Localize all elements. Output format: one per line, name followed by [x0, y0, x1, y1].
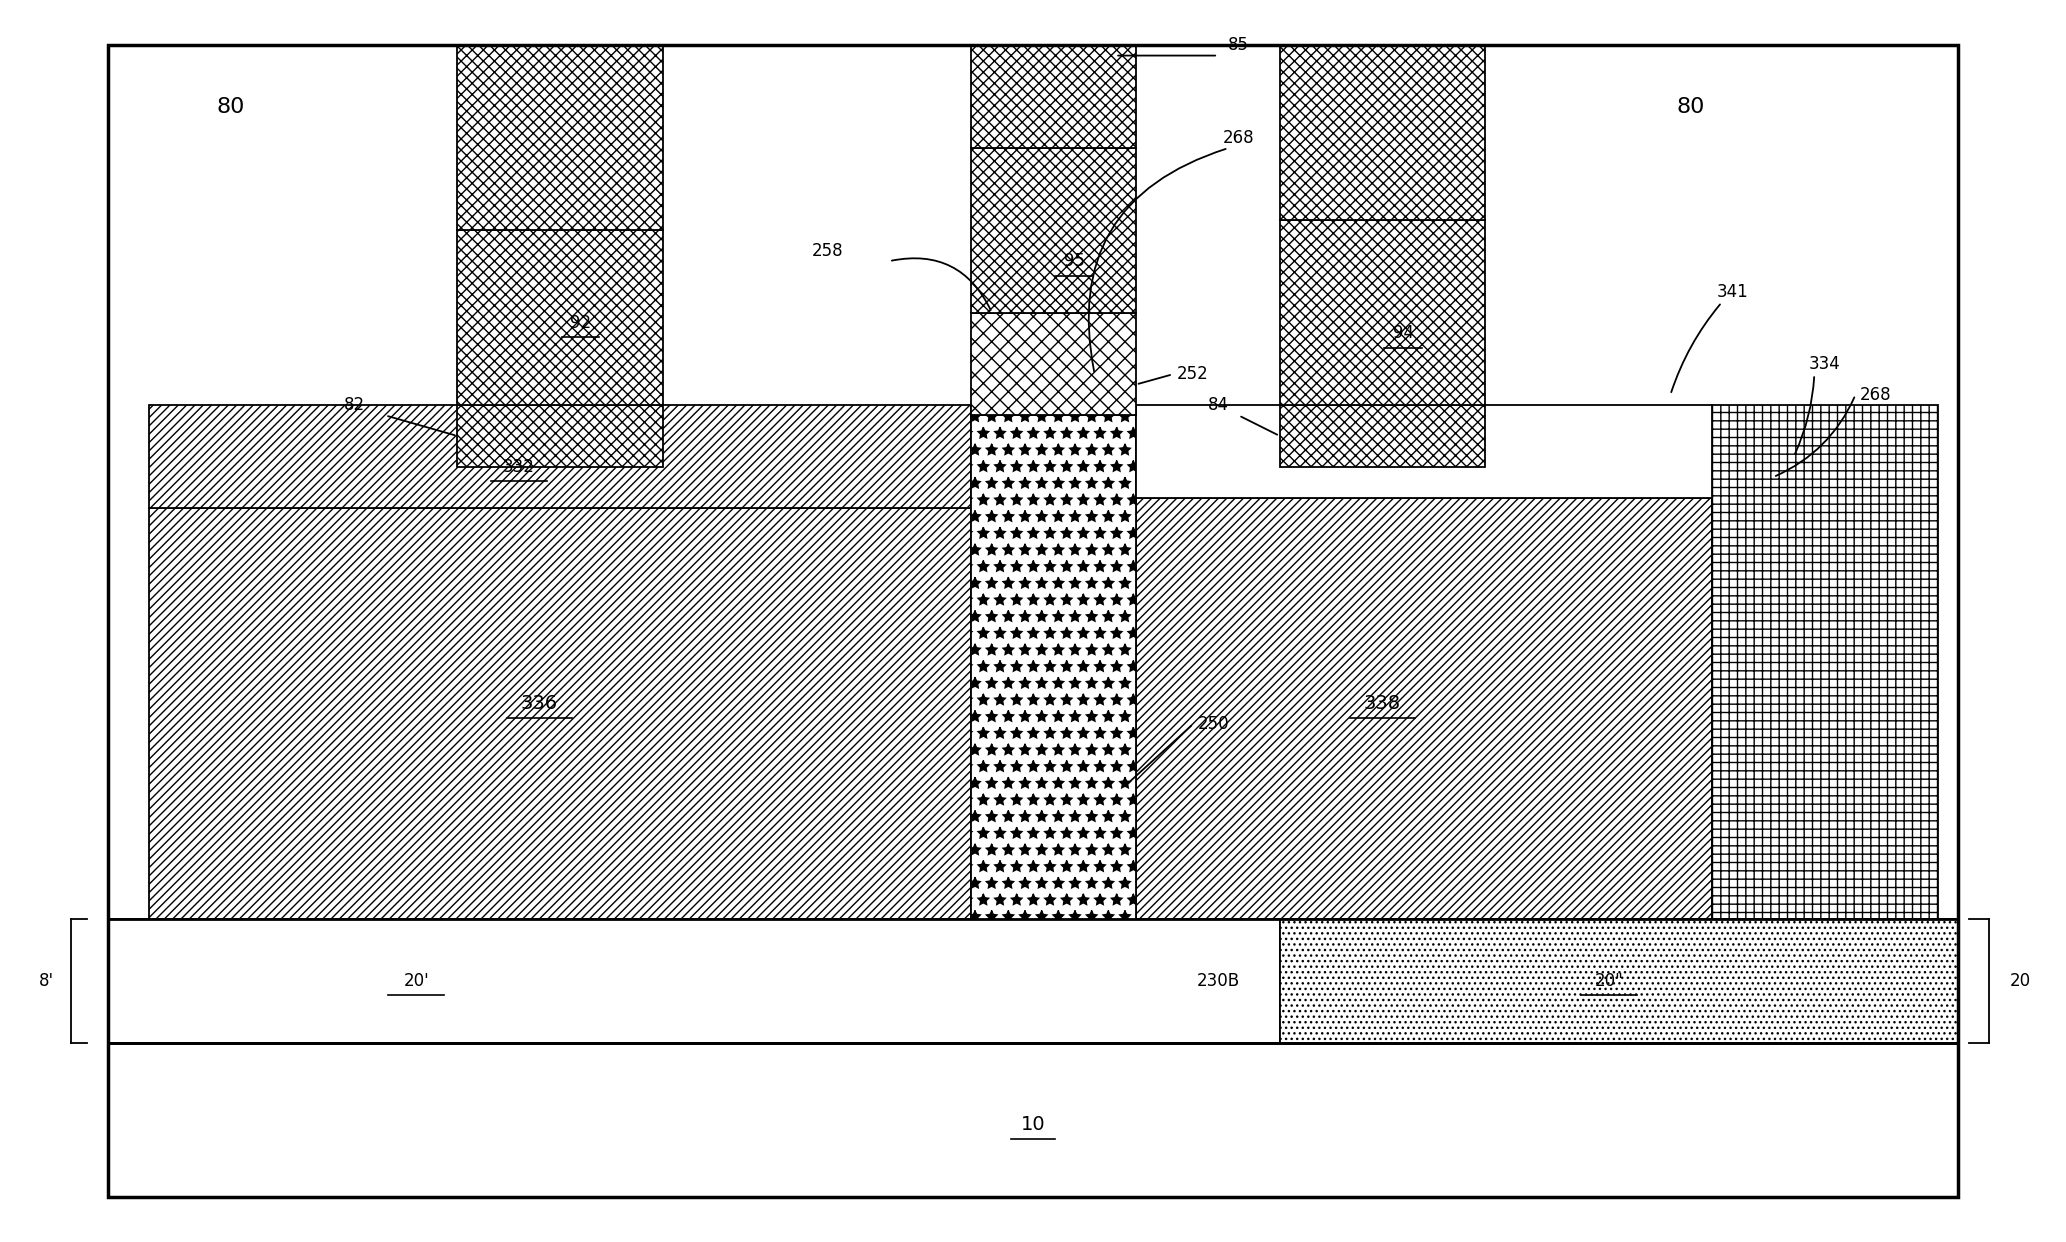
Bar	[107, 919, 1959, 1042]
Bar	[1136, 405, 1711, 498]
Text: 82: 82	[343, 396, 366, 414]
Bar	[1279, 220, 1485, 405]
Text: 80: 80	[217, 97, 246, 117]
Text: 10: 10	[1021, 1115, 1045, 1134]
Text: 20': 20'	[403, 971, 430, 990]
Bar	[457, 405, 663, 467]
Bar	[457, 45, 663, 230]
Bar	[149, 405, 971, 508]
Text: 230B: 230B	[1196, 971, 1240, 990]
Text: 334: 334	[1808, 355, 1841, 373]
Text: 80: 80	[1678, 97, 1704, 117]
Text: 338: 338	[1364, 694, 1401, 713]
Bar	[971, 313, 1136, 415]
Bar	[1279, 919, 1959, 1042]
Bar	[1279, 405, 1485, 467]
Bar	[457, 230, 663, 405]
Text: 268: 268	[1859, 386, 1892, 404]
Bar	[971, 415, 1136, 919]
Text: 336: 336	[521, 694, 558, 713]
Bar	[971, 45, 1136, 148]
Bar	[107, 919, 1279, 1042]
Text: 341: 341	[1717, 283, 1748, 301]
Text: 20: 20	[2010, 971, 2031, 990]
Text: 8': 8'	[39, 971, 54, 990]
Text: 85: 85	[1227, 36, 1250, 55]
Bar	[149, 508, 971, 919]
Text: 84: 84	[1207, 396, 1229, 414]
Text: 250: 250	[1198, 715, 1229, 733]
Text: 20": 20"	[1595, 971, 1624, 990]
Text: 332: 332	[502, 458, 535, 476]
Bar	[971, 148, 1136, 313]
Text: 95: 95	[1064, 252, 1085, 271]
Text: 268: 268	[1223, 129, 1254, 147]
Bar	[107, 1042, 1959, 1197]
Text: 252: 252	[1178, 365, 1209, 384]
Bar	[1136, 498, 1711, 919]
Text: 94: 94	[1392, 324, 1413, 342]
Text: 258: 258	[812, 242, 843, 260]
Bar	[1279, 45, 1485, 220]
Text: 92: 92	[570, 314, 591, 332]
Bar	[1711, 405, 1938, 919]
